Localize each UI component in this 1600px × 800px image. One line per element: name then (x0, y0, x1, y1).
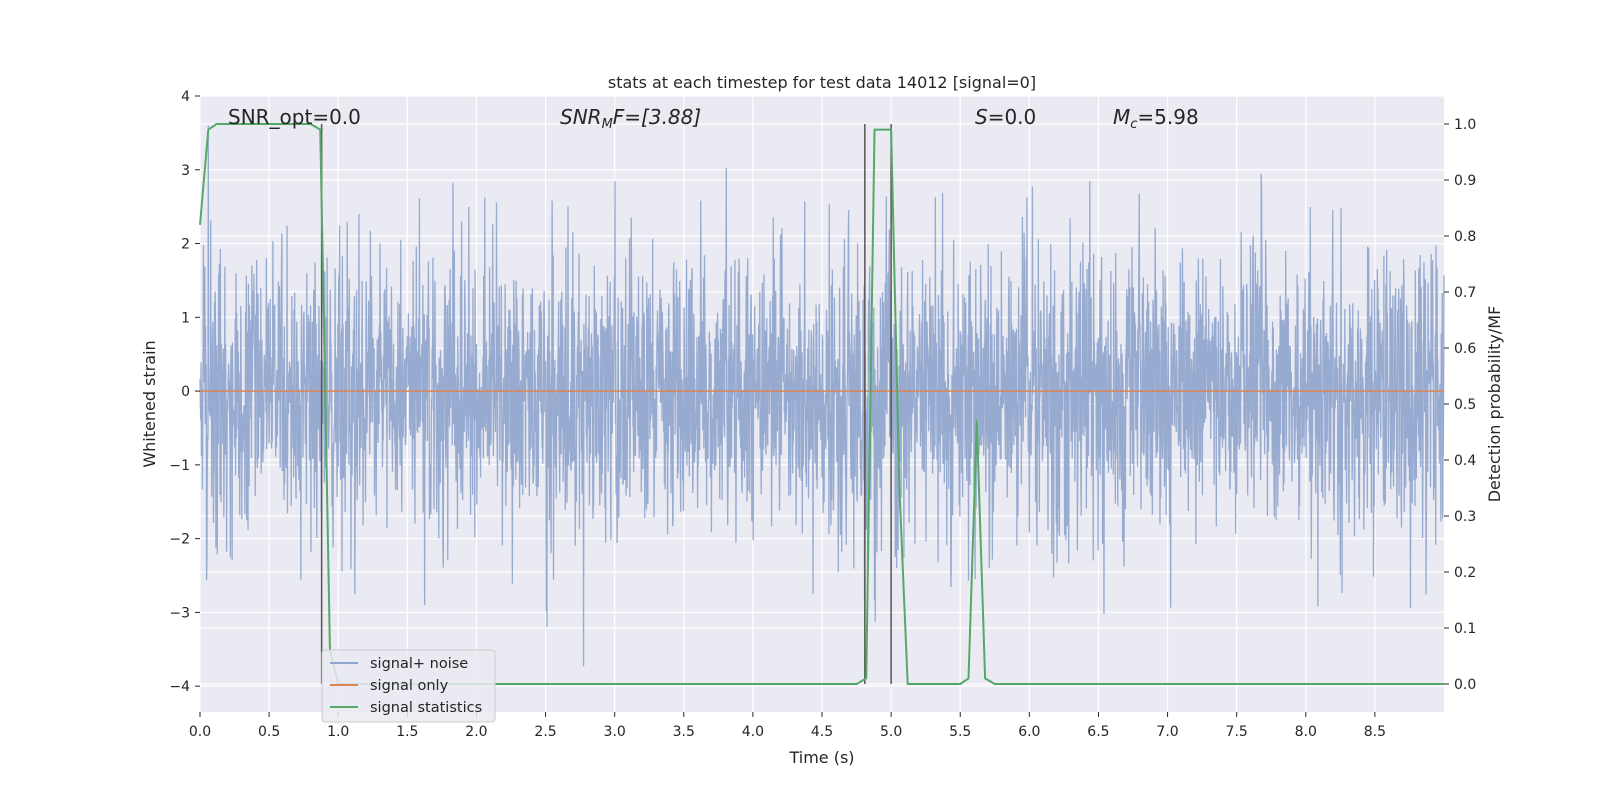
x-tick-label: 4.5 (811, 724, 833, 740)
y-tick-label: 3 (181, 163, 190, 179)
y-right-tick-label: 0.3 (1454, 509, 1476, 525)
chart-title: stats at each timestep for test data 140… (608, 73, 1036, 92)
annotation-s: S=0.0 (975, 105, 1036, 129)
y-right-tick-label: 0.9 (1454, 173, 1476, 189)
axis-ticks: 0.0 0.5 1.0 1.5 2.0 2.5 3.0 3.5 4.0 4.5 5.0 5.5 6.0 6… (169, 89, 1476, 740)
y-right-tick-label: 0.1 (1454, 621, 1476, 637)
annotation-mc: Mc=5.98 (1113, 105, 1199, 132)
x-tick-label: 8.0 (1295, 724, 1317, 740)
x-tick-label: 4.0 (742, 724, 764, 740)
x-tick-label: 5.5 (949, 724, 971, 740)
y-tick-label: 4 (181, 89, 190, 105)
x-tick-label: 7.5 (1226, 724, 1248, 740)
y-tick-label: −2 (169, 532, 190, 548)
y-tick-label: 0 (181, 384, 190, 400)
y-tick-label: −3 (169, 605, 190, 621)
x-tick-label: 3.5 (673, 724, 695, 740)
y-right-tick-label: 0.8 (1454, 229, 1476, 245)
y-right-tick-label: 1.0 (1454, 117, 1476, 133)
y-tick-label: −1 (169, 458, 190, 474)
legend-label-signal-statistics: signal statistics (370, 700, 482, 716)
y-tick-label: −4 (169, 679, 190, 695)
x-tick-label: 2.0 (465, 724, 487, 740)
annotation-snr-opt: SNR_opt=0.0 (228, 105, 361, 129)
y-tick-label: 1 (181, 310, 190, 326)
x-tick-label: 6.0 (1018, 724, 1040, 740)
y-tick-label: 2 (181, 237, 190, 253)
x-tick-label: 2.5 (534, 724, 556, 740)
x-tick-label: 0.0 (189, 724, 211, 740)
x-tick-label: 3.0 (604, 724, 626, 740)
annotation-snr-mf: SNRMF=[3.88] (560, 105, 701, 132)
legend-box (321, 649, 496, 723)
y-right-tick-label: 0.6 (1454, 341, 1476, 357)
x-tick-label: 6.5 (1087, 724, 1109, 740)
x-tick-label: 8.5 (1364, 724, 1386, 740)
x-tick-label: 7.0 (1156, 724, 1178, 740)
x-tick-label: 0.5 (258, 724, 280, 740)
x-tick-label: 1.0 (327, 724, 349, 740)
x-tick-label: 1.5 (396, 724, 418, 740)
y-right-tick-label: 0.5 (1454, 397, 1476, 413)
x-tick-label: 5.0 (880, 724, 902, 740)
y-right-tick-label: 0.7 (1454, 285, 1476, 301)
signal-noise-series (199, 125, 1445, 667)
overlay-series (199, 123, 1444, 685)
legend-label-signal-only: signal only (370, 678, 449, 694)
signal-noise-line (199, 125, 1445, 667)
y-right-tick-label: 0.4 (1454, 453, 1476, 469)
y-right-tick-label: 0.2 (1454, 565, 1476, 581)
y-axis-label: Whitened strain (140, 340, 159, 467)
x-axis-label: Time (s) (788, 748, 854, 767)
legend: signal+ noise signal only signal statist… (321, 649, 496, 723)
y-axis-right-label: Detection probability/MF (1485, 306, 1504, 503)
y-right-tick-label: 0.0 (1454, 677, 1476, 693)
legend-label-signal-noise: signal+ noise (370, 656, 468, 672)
signal-statistics-line (199, 123, 1444, 685)
